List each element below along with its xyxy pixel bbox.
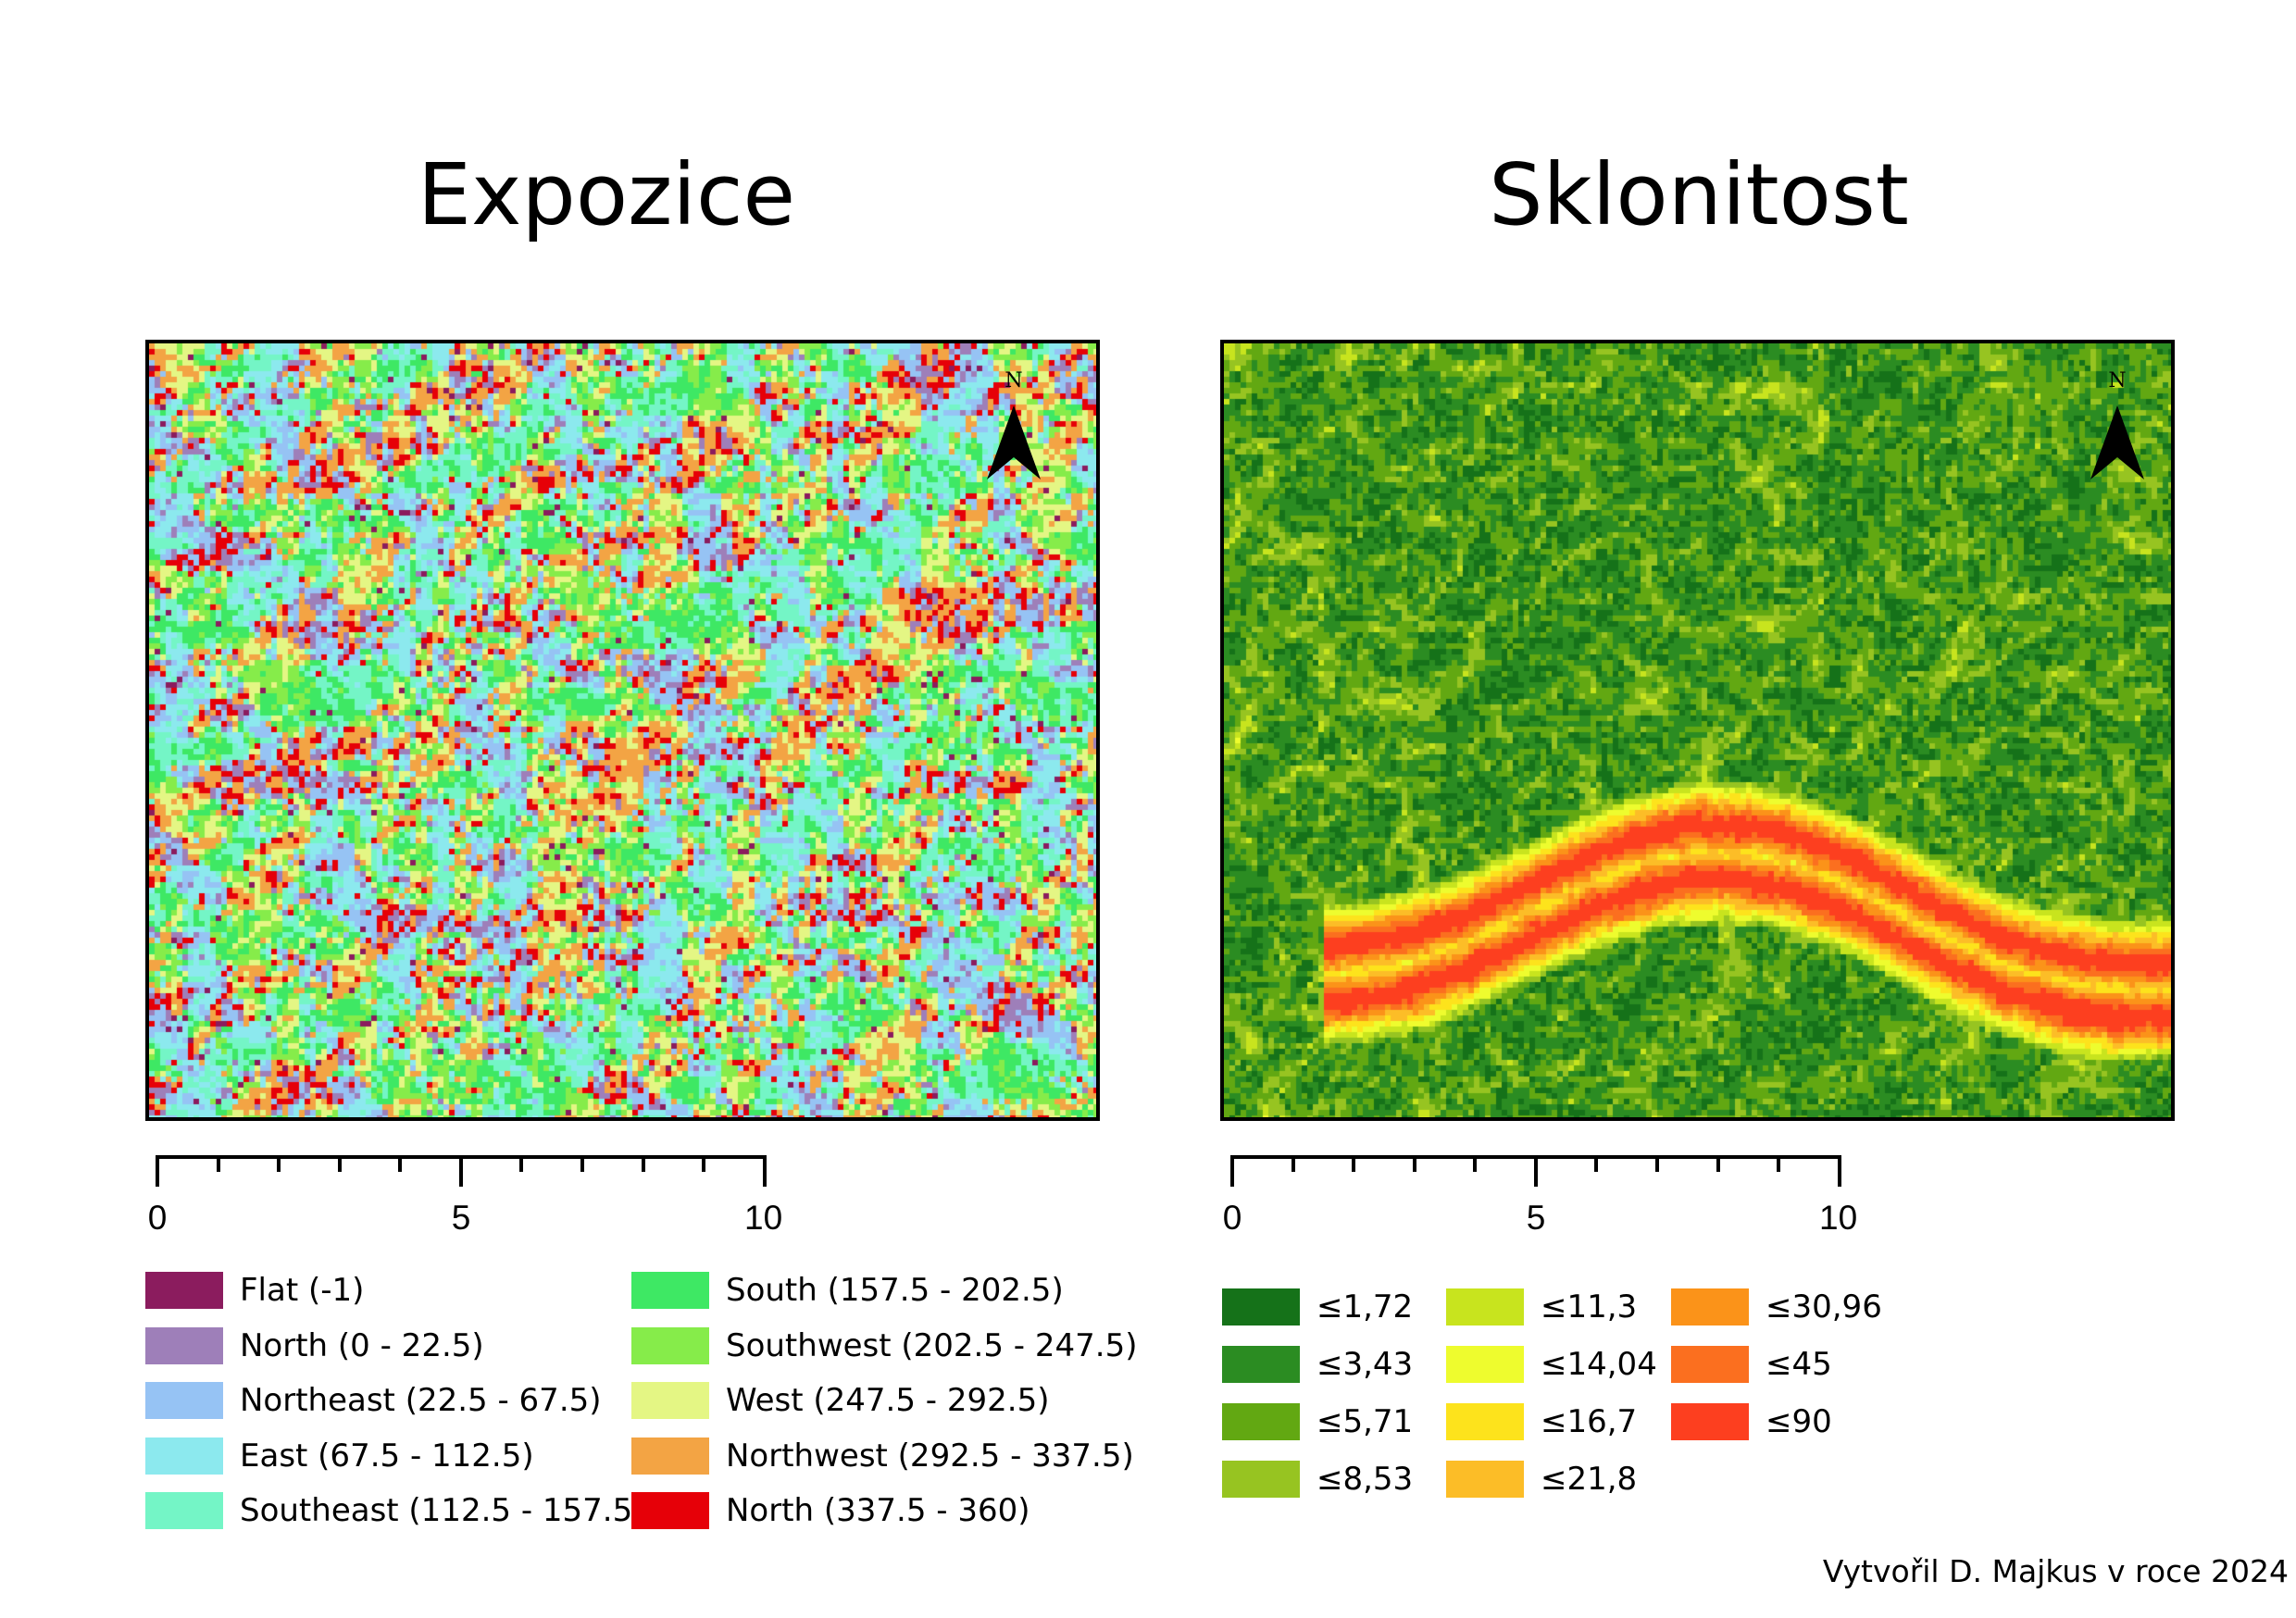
legend-label: South (157.5 - 202.5) xyxy=(726,1272,1064,1309)
scale-label-10: 10 Kilometers xyxy=(1819,1199,1862,1237)
legend-swatch xyxy=(631,1327,709,1364)
legend-swatch xyxy=(1671,1346,1749,1383)
legend-item-northeast: Northeast (22.5 - 67.5) xyxy=(145,1380,602,1421)
legend-item-north: North (0 - 22.5) xyxy=(145,1326,484,1366)
legend-label: North (0 - 22.5) xyxy=(240,1327,484,1364)
legend-label: ≤3,43 xyxy=(1316,1346,1413,1383)
legend-item-flat: Flat (-1) xyxy=(145,1270,364,1311)
aspect-raster xyxy=(149,343,1096,1117)
legend-item-slope-9: ≤30,96 xyxy=(1671,1287,1882,1327)
legend-item-slope-8: ≤21,8 xyxy=(1446,1459,1637,1500)
legend-item-slope-4: ≤8,53 xyxy=(1222,1459,1413,1500)
legend-swatch xyxy=(631,1272,709,1309)
legend-label: ≤14,04 xyxy=(1541,1346,1657,1383)
legend-swatch xyxy=(1671,1288,1749,1326)
legend-item-west: West (247.5 - 292.5) xyxy=(631,1380,1049,1421)
north-arrow-icon: N xyxy=(2087,367,2148,487)
scale-label-0: 0 xyxy=(1223,1199,1242,1237)
legend-swatch xyxy=(1446,1288,1524,1326)
expozice-map[interactable] xyxy=(145,340,1100,1121)
scale-label-5: 5 xyxy=(452,1199,471,1237)
sklonitost-map[interactable] xyxy=(1220,340,2175,1121)
legend-label: ≤16,7 xyxy=(1541,1403,1637,1440)
sklonitost-title: Sklonitost xyxy=(1282,153,2115,238)
legend-label: ≤30,96 xyxy=(1766,1288,1882,1326)
legend-swatch xyxy=(631,1492,709,1529)
legend-label: Northeast (22.5 - 67.5) xyxy=(240,1382,602,1419)
legend-label: ≤5,71 xyxy=(1316,1403,1413,1440)
scale-label-5: 5 xyxy=(1527,1199,1546,1237)
legend-item-slope-10: ≤45 xyxy=(1671,1344,1832,1385)
legend-item-south: South (157.5 - 202.5) xyxy=(631,1270,1064,1311)
legend-swatch xyxy=(145,1327,223,1364)
legend-label: East (67.5 - 112.5) xyxy=(240,1438,534,1475)
legend-label: ≤45 xyxy=(1766,1346,1832,1383)
legend-swatch xyxy=(145,1272,223,1309)
legend-item-slope-7: ≤16,7 xyxy=(1446,1401,1637,1442)
expozice-title: Expozice xyxy=(190,153,1023,238)
north-label: N xyxy=(2108,369,2126,392)
legend-item-slope-11: ≤90 xyxy=(1671,1401,1832,1442)
legend-item-southwest: Southwest (202.5 - 247.5) xyxy=(631,1326,1137,1366)
legend-item-slope-5: ≤11,3 xyxy=(1446,1287,1637,1327)
legend-swatch xyxy=(145,1382,223,1419)
north-arrow-icon: N xyxy=(983,367,1044,487)
legend-item-southeast: Southeast (112.5 - 157.5) xyxy=(145,1490,645,1531)
legend-swatch xyxy=(1222,1288,1300,1326)
legend-swatch xyxy=(1446,1346,1524,1383)
legend-item-slope-1: ≤1,72 xyxy=(1222,1287,1413,1327)
legend-label: Southwest (202.5 - 247.5) xyxy=(726,1327,1137,1364)
expozice-scalebar: 0 5 10 Kilometers xyxy=(139,1153,787,1255)
legend-label: ≤11,3 xyxy=(1541,1288,1637,1326)
legend-swatch xyxy=(1446,1461,1524,1498)
legend-item-slope-2: ≤3,43 xyxy=(1222,1344,1413,1385)
legend-swatch xyxy=(631,1438,709,1475)
legend-swatch xyxy=(145,1492,223,1529)
legend-label: North (337.5 - 360) xyxy=(726,1492,1030,1529)
slope-raster xyxy=(1224,343,2171,1117)
legend-swatch xyxy=(1222,1346,1300,1383)
legend-label: ≤1,72 xyxy=(1316,1288,1413,1326)
legend-item-slope-6: ≤14,04 xyxy=(1446,1344,1657,1385)
legend-label: ≤21,8 xyxy=(1541,1461,1637,1498)
legend-label: Southeast (112.5 - 157.5) xyxy=(240,1492,645,1529)
legend-item-north-2: North (337.5 - 360) xyxy=(631,1490,1030,1531)
legend-swatch xyxy=(1446,1403,1524,1440)
legend-item-northwest: Northwest (292.5 - 337.5) xyxy=(631,1436,1134,1476)
legend-swatch xyxy=(631,1382,709,1419)
author-credit: Vytvořil D. Majkus v roce 2024 xyxy=(1823,1553,2289,1589)
legend-label: Northwest (292.5 - 337.5) xyxy=(726,1438,1134,1475)
sklonitost-scalebar: 0 5 10 Kilometers xyxy=(1214,1153,1862,1255)
legend-swatch xyxy=(1671,1403,1749,1440)
legend-swatch xyxy=(145,1438,223,1475)
legend-label: ≤8,53 xyxy=(1316,1461,1413,1498)
legend-label: ≤90 xyxy=(1766,1403,1832,1440)
legend-item-east: East (67.5 - 112.5) xyxy=(145,1436,534,1476)
legend-label: West (247.5 - 292.5) xyxy=(726,1382,1049,1419)
legend-swatch xyxy=(1222,1403,1300,1440)
scale-label-0: 0 xyxy=(148,1199,168,1237)
north-label: N xyxy=(1004,369,1022,392)
legend-item-slope-3: ≤5,71 xyxy=(1222,1401,1413,1442)
scale-label-10: 10 Kilometers xyxy=(744,1199,787,1237)
legend-label: Flat (-1) xyxy=(240,1272,364,1309)
legend-swatch xyxy=(1222,1461,1300,1498)
